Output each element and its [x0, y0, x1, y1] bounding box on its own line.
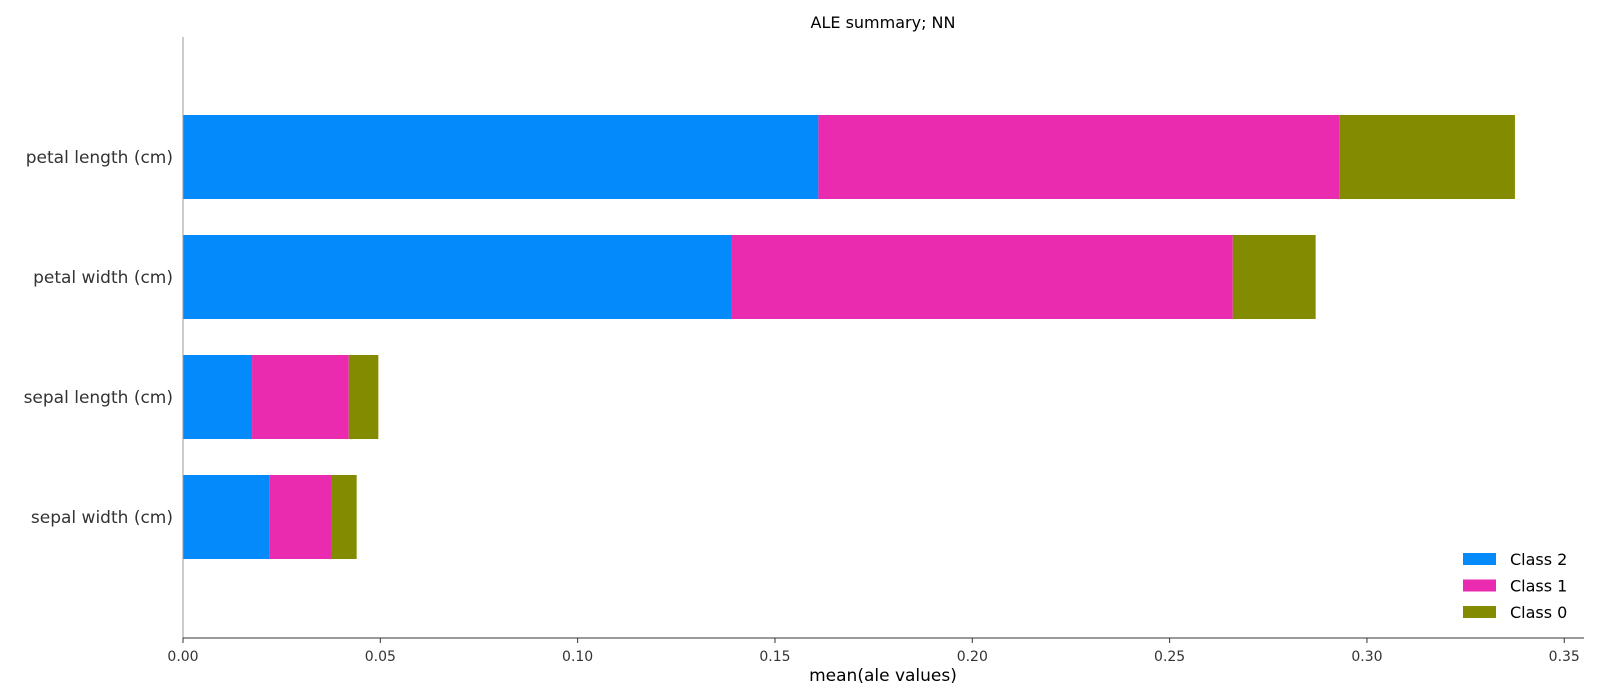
x-ticks: 0.00 0.05 0.10 0.15 0.20 0.25 0.30 0.35 [167, 638, 1580, 665]
x-tick-label: 0.20 [957, 649, 988, 665]
legend-swatch [1463, 579, 1496, 592]
y-tick-label: petal length (cm) [26, 148, 173, 168]
y-tick-label: petal width (cm) [33, 268, 173, 288]
x-tick-label: 0.00 [167, 649, 198, 665]
bar-segment [252, 355, 349, 439]
bar-segment [330, 475, 357, 559]
bar-segment [348, 355, 379, 439]
bar-segment [183, 115, 819, 199]
x-tick-label: 0.30 [1351, 649, 1382, 665]
legend-swatch [1463, 606, 1496, 618]
bar-segment [183, 355, 253, 439]
bar-segment [183, 235, 732, 319]
bar-segment [269, 475, 331, 559]
axes [182, 37, 1584, 639]
legend-swatch [1463, 553, 1496, 565]
x-tick-label: 0.15 [759, 649, 790, 665]
y-tick-labels: petal length (cm) petal width (cm) sepal l… [24, 148, 173, 528]
x-tick-label: 0.35 [1549, 649, 1580, 665]
x-tick-label: 0.05 [365, 649, 396, 665]
chart-title: ALE summary; NN [811, 13, 956, 32]
bar-segment [818, 115, 1340, 199]
y-tick-label: sepal width (cm) [31, 508, 173, 528]
x-axis-label: mean(ale values) [809, 666, 957, 686]
legend-label: Class 0 [1510, 603, 1567, 622]
bars [183, 115, 1515, 559]
bar-segment [1232, 235, 1316, 319]
y-tick-label: sepal length (cm) [24, 388, 173, 408]
bar-segment [183, 475, 270, 559]
bar-segment [731, 235, 1233, 319]
bar-segment [1339, 115, 1515, 199]
legend: Class 2 Class 1 Class 0 [1463, 550, 1567, 622]
x-tick-label: 0.10 [562, 649, 593, 665]
x-tick-label: 0.25 [1154, 649, 1185, 665]
legend-label: Class 2 [1510, 550, 1567, 569]
legend-label: Class 1 [1510, 577, 1567, 596]
